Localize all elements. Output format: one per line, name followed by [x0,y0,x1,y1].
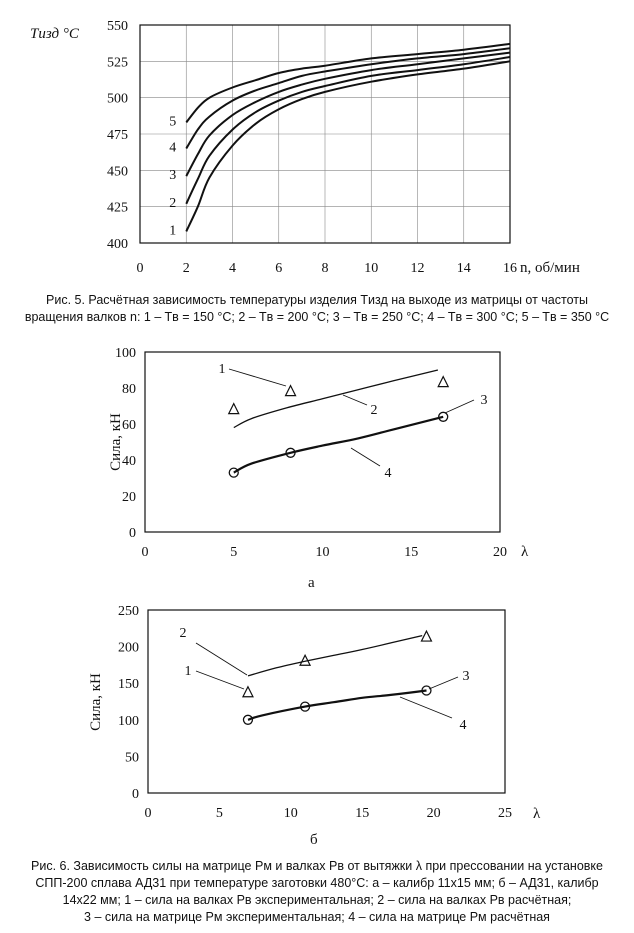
callout-leader-1 [228,368,287,387]
callout-label-4: 4 [385,466,392,481]
x-tick-label: 10 [364,261,378,276]
callout-leader-1 [195,670,245,690]
series-label-2: 2 [169,196,176,211]
callout-leader-2 [195,642,248,676]
figure5-caption-line2: вращения валков n: 1 – Tв = 150 °C; 2 – … [24,310,610,324]
x-tick-label: 20 [493,545,507,560]
y-tick-label: 0 [129,526,136,541]
x-tick-label: 0 [137,261,144,276]
series-line-4 [233,415,444,474]
callout-label-1: 1 [219,362,226,377]
x-tick-label: 20 [427,806,441,821]
series-line-2 [185,56,511,205]
figure5-caption: Рис. 5. Расчётная зависимость температур… [0,292,634,326]
y-tick-label: 0 [132,787,139,802]
data-point-triangle [420,629,433,642]
figure6-caption-line1: Рис. 6. Зависимость силы на матрице Pм и… [31,859,603,873]
callout-label-4: 4 [460,718,467,733]
series-line-4 [247,689,427,721]
figure6-caption-line2: СПП-200 сплава АД31 при температуре заго… [35,876,599,890]
callout-leader-4 [350,447,381,467]
x-axis-label: n, об/мин [520,260,580,276]
series-line-3 [185,51,511,177]
y-axis-label: Сила, кН [108,413,124,471]
x-tick-label: 14 [457,261,471,276]
figure6-caption: Рис. 6. Зависимость силы на матрице Pм и… [0,858,634,926]
callout-label-3: 3 [463,669,470,684]
y-tick-label: 60 [122,418,136,433]
y-axis-label: Tизд °C [30,26,80,42]
x-tick-label: 25 [498,806,512,821]
y-tick-label: 100 [115,346,136,361]
x-tick-label: 0 [142,545,149,560]
chart-temperature-vs-speed: 0 2 4 6 8 10 12 14 1640042545047550052555012345T… [30,19,580,276]
y-tick-label: 50 [125,750,139,765]
callout-leader-3 [428,676,459,690]
y-tick-label: 475 [107,128,128,143]
plot-frame [139,24,511,244]
y-tick-label: 80 [122,382,136,397]
series-line-5 [185,42,511,124]
y-tick-label: 400 [107,237,128,252]
series-line-2 [233,369,439,429]
x-tick-label: 12 [411,261,425,276]
x-tick-label: 6 [275,261,282,276]
y-tick-label: 40 [122,454,136,469]
callout-label-2: 2 [180,626,187,641]
plot-frame [147,609,506,794]
series-label-3: 3 [169,168,176,183]
y-axis-label: Сила, кН [88,673,104,731]
data-point-triangle [284,384,297,397]
x-tick-label: 5 [230,545,237,560]
data-point-triangle [437,375,450,388]
data-point-circle [228,467,239,478]
y-tick-label: 450 [107,164,128,179]
x-axis-label: λ [521,544,529,560]
y-tick-label: 500 [107,92,128,107]
figure5-caption-line1: Рис. 5. Расчётная зависимость температур… [46,293,588,307]
x-axis-label: λ [533,806,541,822]
data-point-circle [242,714,254,725]
figure6-caption-line3: 14х22 мм; 1 – сила на валках Pв эксперим… [62,893,572,907]
x-tick-label: 4 [229,261,236,276]
x-tick-label: 15 [355,806,369,821]
data-point-triangle [227,402,240,415]
x-tick-label: 0 [145,806,152,821]
callout-label-3: 3 [481,393,488,408]
x-tick-label: 10 [316,545,330,560]
y-tick-label: 250 [118,604,139,619]
y-tick-label: 150 [118,677,139,692]
y-tick-label: 100 [118,714,139,729]
x-tick-label: 10 [284,806,298,821]
callout-label-1: 1 [185,664,192,679]
figure6b-sublabel: б [310,832,318,848]
y-tick-label: 425 [107,201,128,216]
callout-label-2: 2 [371,403,378,418]
x-tick-label: 8 [322,261,329,276]
y-tick-label: 200 [118,641,139,656]
callout-leader-3 [444,399,475,414]
series-label-4: 4 [169,141,176,156]
chart-force-vs-elongation-a: 0 5 10 15 20 0 20 40 60 80 100 1 2 3 4 Сила, кН λ [108,346,529,560]
series-line-2 [247,634,423,677]
series-label-1: 1 [169,223,176,238]
callout-leader-2 [342,394,368,406]
series-label-5: 5 [169,114,176,129]
x-tick-label: 5 [216,806,223,821]
figure6-caption-line4: 3 – сила на матрице Pм экспериментальная… [84,910,550,924]
x-tick-label: 2 [183,261,190,276]
y-tick-label: 20 [122,490,136,505]
series-line-1 [185,60,511,232]
data-point-triangle [241,685,254,698]
callout-leader-4 [399,696,453,719]
plot-frame [144,351,501,533]
x-tick-label: 16 [503,261,517,276]
x-tick-label: 15 [404,545,418,560]
figure6a-sublabel: а [308,575,315,591]
series-line-4 [185,47,511,150]
y-tick-label: 525 [107,55,128,70]
y-tick-label: 550 [107,19,128,34]
